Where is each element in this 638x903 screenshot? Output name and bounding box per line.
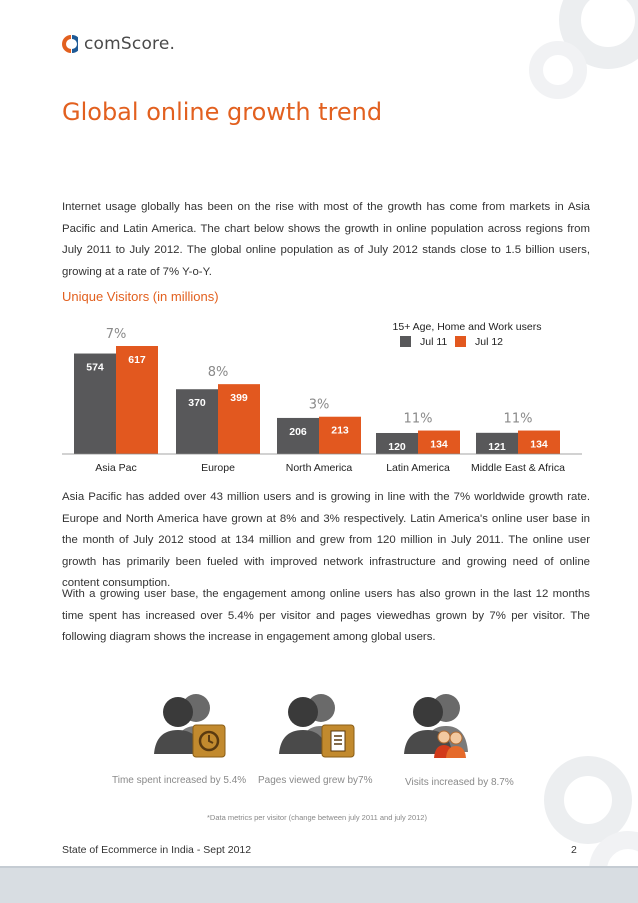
bar-jul-11-0	[74, 353, 116, 454]
chart-section-label: Unique Visitors (in millions)	[62, 289, 219, 304]
bar-jul-11-2	[277, 417, 319, 454]
category-label: Middle East & Africa	[471, 462, 565, 474]
category-label: Europe	[201, 462, 235, 474]
growth-label: 8%	[208, 365, 229, 380]
page-title: Global online growth trend	[62, 98, 383, 126]
footer-divider	[0, 866, 638, 868]
visits-caption: Visits increased by 8.7%	[405, 777, 514, 788]
growth-label: 3%	[309, 398, 330, 413]
pages-viewed-graphic	[273, 688, 363, 768]
footer-title: State of Ecommerce in India - Sept 2012	[62, 844, 252, 856]
bar-value-label: 574	[86, 362, 104, 374]
pages-viewed-caption: Pages viewed grew by7%	[258, 775, 373, 786]
bar-value-label: 213	[331, 425, 349, 437]
bar-jul-12-3	[418, 430, 460, 454]
bar-value-label: 370	[188, 397, 206, 409]
category-label: Latin America	[386, 462, 450, 474]
bar-jul-11-3	[376, 432, 418, 454]
legend-swatch	[455, 336, 466, 347]
bar-jul-12-1	[218, 384, 260, 454]
legend-title: 15+ Age, Home and Work users	[393, 321, 542, 333]
growth-label: 7%	[106, 327, 127, 342]
category-label: North America	[286, 462, 353, 474]
clock-icon	[192, 724, 226, 758]
intro-paragraph: Internet usage globally has been on the …	[62, 201, 590, 278]
footnote: *Data metrics per visitor (change betwee…	[207, 813, 427, 822]
time-spent-graphic	[148, 688, 238, 768]
bar-value-label: 121	[488, 441, 506, 453]
bar-value-label: 120	[388, 441, 406, 453]
growth-label: 11%	[404, 412, 433, 427]
page-number: 2	[571, 844, 577, 856]
logo-text: comScore.	[84, 34, 176, 54]
growth-label: 11%	[504, 412, 533, 427]
bar-value-label: 617	[128, 354, 146, 366]
engagement-paragraph: With a growing user base, the engagement…	[62, 588, 590, 643]
bar-jul-12-0	[116, 346, 158, 454]
page-icon	[321, 724, 355, 758]
bar-jul-11-4	[476, 432, 518, 454]
time-spent-caption: Time spent increased by 5.4%	[112, 775, 247, 786]
bar-value-label: 399	[230, 392, 248, 404]
footer-bar	[0, 868, 638, 903]
bar-jul-11-1	[176, 389, 218, 454]
bar-value-label: 134	[530, 439, 548, 451]
comscore-logo-icon	[62, 35, 78, 53]
bar-value-label: 134	[430, 439, 448, 451]
legend-label: Jul 11	[420, 336, 447, 348]
comscore-logo: comScore.	[62, 34, 175, 54]
category-label: Asia Pac	[95, 462, 136, 474]
bar-value-label: 206	[289, 426, 307, 438]
growth-paragraph: Asia Pacific has added over 43 million u…	[62, 491, 590, 589]
bar-jul-12-2	[319, 416, 361, 454]
legend-label: Jul 12	[475, 336, 503, 348]
visits-graphic	[398, 688, 488, 768]
watermark-logo	[529, 0, 638, 99]
bar-jul-12-4	[518, 430, 560, 454]
users-icon	[434, 730, 466, 758]
legend-swatch	[400, 336, 411, 347]
